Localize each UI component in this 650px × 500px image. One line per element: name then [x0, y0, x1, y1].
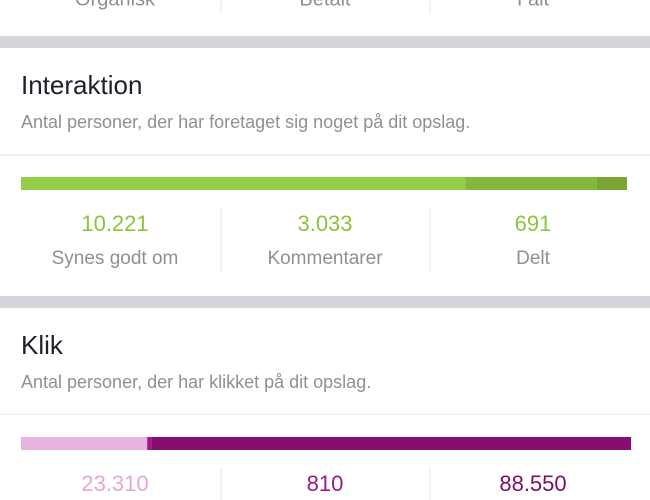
stat-value: 3.033 — [297, 211, 352, 236]
bar-segment — [465, 177, 597, 190]
bar-segment — [147, 437, 152, 450]
stat-value: 10.221 — [81, 211, 148, 236]
column-label: I alt — [517, 0, 550, 10]
stat-name: Kommentarer — [267, 248, 383, 269]
stat-value: 23.310 — [81, 471, 148, 496]
stat-value: 691 — [515, 211, 552, 236]
separator — [0, 296, 650, 308]
stat-value: 810 — [307, 471, 344, 496]
column-label: Organisk — [75, 0, 156, 10]
bar-segment — [21, 177, 466, 190]
section-title: Klik — [21, 330, 64, 360]
bar-segment — [596, 177, 627, 190]
bar-segment — [21, 437, 148, 450]
section-title: Interaktion — [21, 70, 142, 100]
stat-name: Delt — [516, 248, 551, 269]
bar-segment — [151, 437, 631, 450]
section-subtitle: Antal personer, der har klikket på dit o… — [21, 372, 371, 392]
section-subtitle: Antal personer, der har foretaget sig no… — [21, 112, 470, 132]
column-label: Betalt — [299, 0, 351, 10]
stat-value: 88.550 — [499, 471, 566, 496]
stat-name: Synes godt om — [52, 248, 179, 269]
separator — [0, 36, 650, 48]
